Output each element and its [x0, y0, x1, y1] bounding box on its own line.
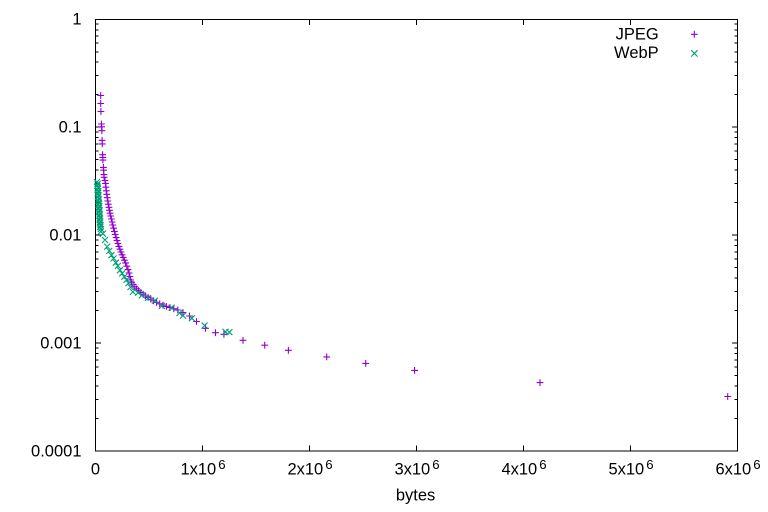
svg-text:WebP: WebP: [614, 44, 659, 62]
svg-text:0.1: 0.1: [59, 119, 82, 137]
svg-text:JPEG: JPEG: [616, 26, 659, 44]
svg-text:0.01: 0.01: [49, 227, 81, 245]
svg-text:0.001: 0.001: [40, 334, 81, 352]
svg-text:1: 1: [72, 11, 81, 29]
svg-text:0.0001: 0.0001: [31, 442, 81, 460]
svg-text:0: 0: [91, 461, 100, 479]
svg-text:bytes: bytes: [396, 486, 435, 504]
